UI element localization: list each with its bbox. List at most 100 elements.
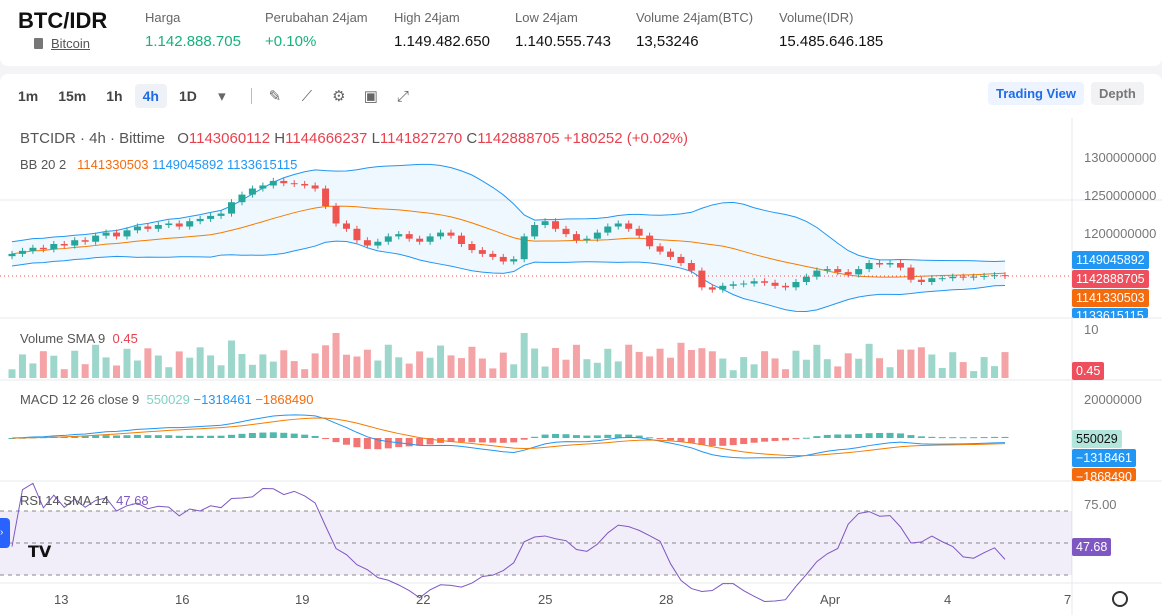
volume-bar [1001,352,1009,378]
volume-bar [92,344,100,378]
bb-lower-line [11,240,1006,313]
coin-link[interactable]: Bitcoin [34,36,90,51]
stat-value: 13,53246 [636,33,699,50]
candle [248,188,256,195]
time-tick: 28 [659,592,674,607]
candle [604,226,612,233]
macd-hist-bar [81,436,89,438]
candle [113,232,121,237]
stat-label: Low 24jam [515,10,578,25]
macd-hist-bar [71,436,79,438]
volume-bar [437,345,445,378]
candle [102,232,110,236]
stat-value: 1.140.555.743 [515,33,611,50]
candle [228,202,236,214]
save-icon[interactable]: ▣ [363,88,378,105]
candle [531,225,539,237]
candle [677,256,685,264]
draw-icon[interactable]: ✎ [268,88,282,105]
macd-hist-bar [781,438,789,441]
trading-view-tab[interactable]: Trading View [988,82,1084,105]
volume-bar [510,364,518,378]
rsi-legend: RSI 14 SMA 14 47.68 [20,493,149,508]
macd-hist-bar [896,433,904,438]
volume-bar [834,366,842,378]
volume-bar [447,355,455,378]
macd-hist-bar [238,433,246,438]
macd-hist-bar [928,436,936,438]
volume-bar [50,355,58,378]
macd-hist-bar [489,438,497,443]
macd-hist-bar [604,434,612,438]
macd-hist-bar [457,438,465,442]
candle [593,232,601,239]
timeframe-1m[interactable]: 1m [18,88,39,104]
candle [991,275,999,277]
candle [196,218,204,222]
volume-bar [29,363,37,378]
macd-hist-bar [959,437,967,439]
candle [865,263,873,270]
volume-tick: 10 [1084,322,1099,337]
candle [876,263,884,265]
volume-bar [123,348,131,378]
candle [687,263,695,271]
tradingview-logo-icon: 𝗧𝗩 [28,544,52,561]
stat-label: Volume 24jam(BTC) [636,10,754,25]
chevron-down-icon[interactable]: ▾ [218,88,226,105]
macd-hist-bar [123,435,131,438]
candle [437,232,445,237]
price-tick: 1250000000 [1084,188,1157,203]
stat-item: Volume(IDR) 15.485.646.185 [779,10,883,50]
coin-link-label[interactable]: Bitcoin [51,36,91,51]
candle [625,223,633,229]
volume-bar [907,349,915,378]
macd-hist-bar [384,438,392,449]
volume-bar [39,351,47,378]
candle [771,282,779,286]
depth-tab[interactable]: Depth [1091,82,1144,105]
settings-icon[interactable]: ⚙ [332,88,346,105]
timeframe-4h[interactable]: 4h [134,84,167,108]
candle [71,240,79,246]
volume-bar [980,357,988,378]
volume-bar [917,347,925,378]
candle [18,250,26,254]
candle [949,276,957,279]
volume-bar [959,362,967,378]
volume-legend: Volume SMA 9 0.45 [20,331,138,346]
macd-hist-bar [949,437,957,439]
volume-bar [102,357,110,378]
volume-bar [426,357,434,378]
volume-bar [876,358,884,378]
volume-bar [207,355,215,378]
book-icon [34,38,43,49]
volume-tag: 0.45 [1072,362,1105,380]
macd-hist-bar [301,434,309,438]
macd-hist-bar [280,432,288,438]
chart-canvas[interactable] [0,118,1162,615]
macd-hist-bar [614,434,622,438]
volume-bar [363,349,371,378]
macd-hist-bar [416,438,424,446]
fullscreen-icon[interactable]: ⤢ [396,87,409,105]
collapse-handle[interactable]: › [0,518,10,548]
volume-bar [248,364,256,378]
volume-bar [614,361,622,378]
indicator-icon[interactable]: ⟋ [301,87,313,105]
macd-hist-bar [980,437,988,439]
macd-hist-bar [196,435,204,438]
macd-hist-bar [792,438,800,440]
bb-upper-tag: 1149045892 [1072,251,1149,269]
macd-hist-bar [917,436,925,438]
timeframe-1h[interactable]: 1h [106,88,123,104]
candle [510,259,518,262]
macd-hist-bar [520,438,528,440]
volume-bar [593,362,601,378]
macd-hist-bar [855,433,863,438]
timeframe-1D[interactable]: 1D [178,88,197,104]
stat-label: Volume(IDR) [779,10,854,25]
candle [468,244,476,251]
settings-hex-icon[interactable] [1112,591,1128,607]
timeframe-15m[interactable]: 15m [58,88,87,104]
